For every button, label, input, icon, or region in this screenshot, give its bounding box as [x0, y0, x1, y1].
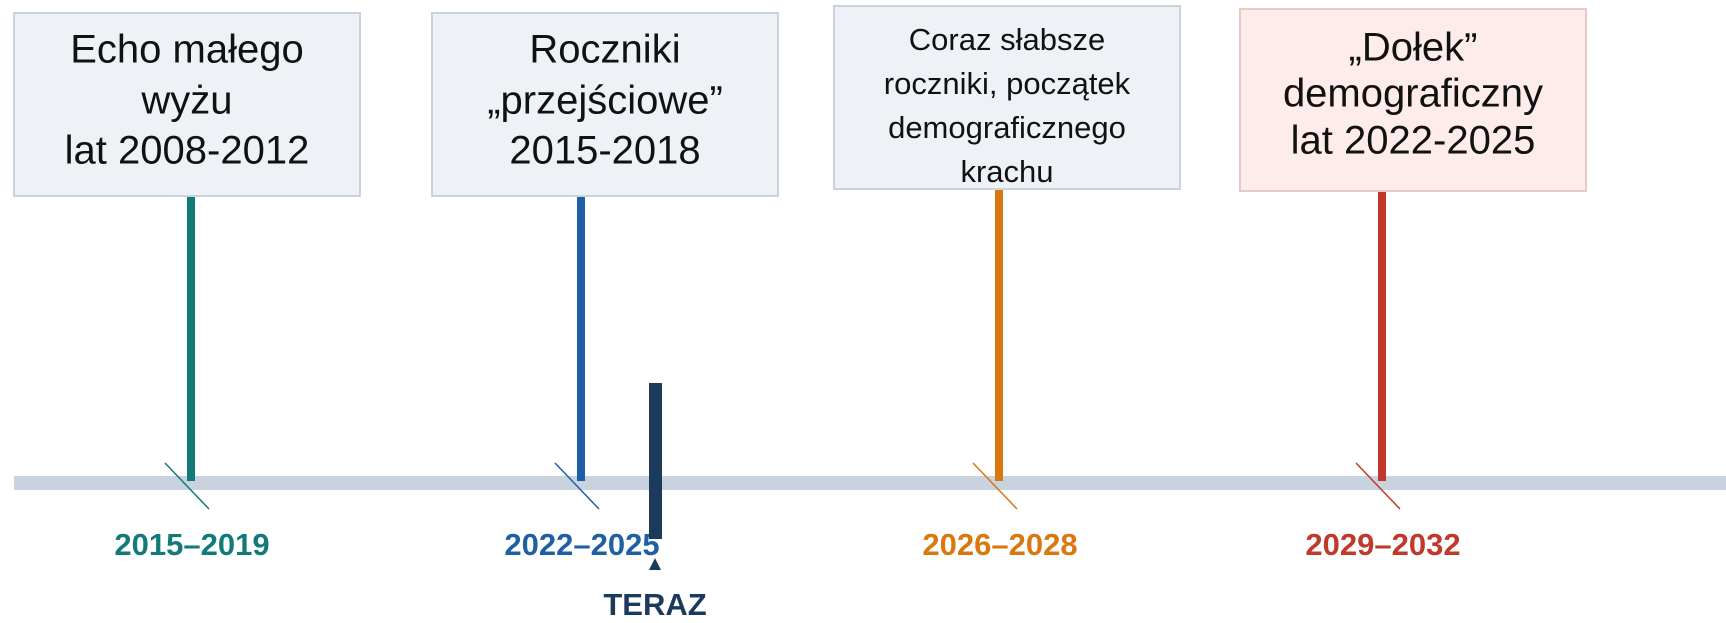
- event-text: Roczniki: [529, 28, 680, 72]
- event-text: wyżu: [140, 79, 232, 123]
- event-text: demograficzny: [1283, 72, 1543, 116]
- axis: [14, 476, 1726, 490]
- event-text: demograficznego: [888, 110, 1126, 145]
- event-text: Coraz słabsze: [909, 22, 1105, 57]
- event-box: [431, 12, 779, 197]
- event-text: „Dołek”: [1349, 26, 1478, 70]
- event-box: [13, 12, 361, 197]
- event-text: krachu: [960, 154, 1053, 189]
- now-label: TERAZ: [603, 587, 706, 622]
- event-text: 2015-2018: [509, 129, 700, 173]
- tick-slash: [1355, 462, 1401, 510]
- event-box: [1239, 8, 1587, 192]
- event-text: lat 2008-2012: [65, 129, 310, 173]
- event-text: lat 2022-2025: [1291, 119, 1536, 163]
- event-text: Echo małego: [70, 28, 303, 72]
- tick-slash: [164, 462, 210, 510]
- period-label: 2022–2025: [504, 527, 659, 562]
- period-label: 2015–2019: [114, 527, 269, 562]
- tick-slash: [554, 462, 600, 510]
- now-marker: [649, 383, 662, 539]
- event-text: „przejściowe”: [487, 79, 723, 123]
- now-arrow: [649, 558, 661, 570]
- period-label: 2029–2032: [1305, 527, 1460, 562]
- tick-slash: [972, 462, 1018, 510]
- event-box: [833, 5, 1181, 190]
- period-label: 2026–2028: [922, 527, 1077, 562]
- event-text: roczniki, początek: [884, 66, 1131, 101]
